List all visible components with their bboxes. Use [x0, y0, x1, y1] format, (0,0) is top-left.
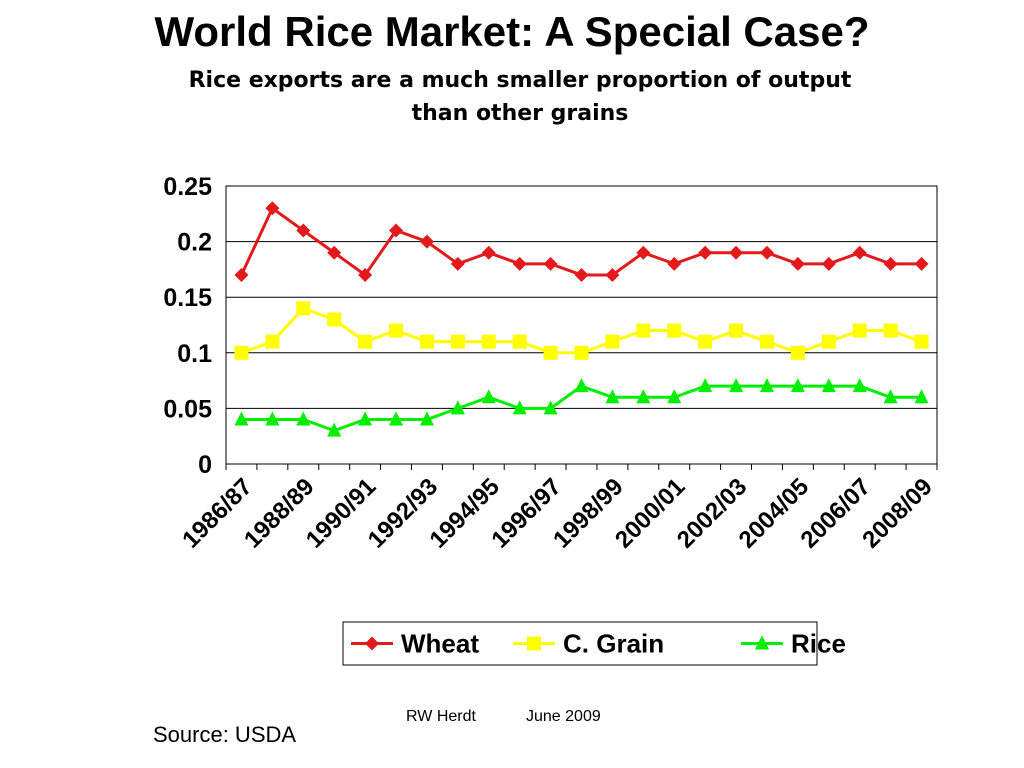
- rice-point: [852, 378, 867, 393]
- rice-point: [481, 389, 496, 404]
- rice-legend-point: [755, 635, 769, 650]
- wheat-point: [636, 245, 651, 260]
- wheat-point: [234, 267, 249, 282]
- rice-point: [636, 389, 651, 404]
- c-grain-legend-point: [527, 636, 541, 651]
- c-grain-legend-label: C. Grain: [563, 629, 664, 659]
- c-grain-point: [605, 334, 620, 349]
- c-grain-point: [296, 301, 311, 316]
- rice-point: [327, 422, 342, 437]
- wheat-legend-point: [365, 636, 379, 651]
- wheat-point: [265, 201, 280, 216]
- rice-point: [512, 400, 527, 415]
- c-grain-point: [790, 345, 805, 360]
- wheat-point: [914, 256, 929, 271]
- plot-area-frame: [225, 185, 938, 465]
- rice-point: [265, 411, 280, 426]
- c-grain-point: [667, 323, 682, 338]
- line-chart: 00.050.10.150.20.251986/871988/891990/91…: [163, 173, 938, 666]
- c-grain-point: [327, 312, 342, 327]
- wheat-point: [883, 256, 898, 271]
- c-grain-point: [389, 323, 404, 338]
- slide-subtitle: Rice exports are a much smaller proporti…: [188, 68, 852, 126]
- rice-point: [883, 389, 898, 404]
- wheat-point: [543, 256, 558, 271]
- wheat-point: [358, 267, 373, 282]
- c-grain-point: [821, 334, 836, 349]
- c-grain-point: [481, 334, 496, 349]
- wheat-point: [667, 256, 682, 271]
- wheat-point: [419, 234, 434, 249]
- rice-point: [450, 400, 465, 415]
- x-tick-label: 2008/09: [857, 473, 937, 553]
- wheat-point: [327, 245, 342, 260]
- c-grain-point: [358, 334, 373, 349]
- wheat-point: [821, 256, 836, 271]
- wheat-point: [574, 267, 589, 282]
- y-tick-label: 0.25: [163, 173, 212, 201]
- y-tick-label: 0.1: [177, 340, 212, 368]
- rice-point: [729, 378, 744, 393]
- rice-point: [759, 378, 774, 393]
- wheat-point: [852, 245, 867, 260]
- wheat-legend-label: Wheat: [401, 629, 479, 659]
- c-grain-point: [759, 334, 774, 349]
- c-grain-point: [512, 334, 527, 349]
- c-grain-point: [450, 334, 465, 349]
- c-grain-point: [729, 323, 744, 338]
- rice-point: [605, 389, 620, 404]
- y-tick-label: 0.2: [177, 229, 212, 257]
- c-grain-point: [574, 345, 589, 360]
- c-grain-point: [234, 345, 249, 360]
- y-tick-label: 0.05: [163, 395, 212, 423]
- wheat-point: [481, 245, 496, 260]
- rice-point: [698, 378, 713, 393]
- rice-point: [543, 400, 558, 415]
- rice-point: [574, 378, 589, 393]
- c-grain-point: [883, 323, 898, 338]
- y-tick-label: 0: [198, 451, 212, 479]
- wheat-point: [450, 256, 465, 271]
- wheat-point: [296, 223, 311, 238]
- rice-point: [389, 411, 404, 426]
- rice-point: [790, 378, 805, 393]
- rice-point: [667, 389, 682, 404]
- rice-point: [419, 411, 434, 426]
- wheat-point: [389, 223, 404, 238]
- wheat-point: [729, 245, 744, 260]
- c-grain-point: [852, 323, 867, 338]
- date-note: June 2009: [526, 708, 601, 725]
- c-grain-point: [698, 334, 713, 349]
- wheat-point: [790, 256, 805, 271]
- wheat-point: [759, 245, 774, 260]
- rice-point: [914, 389, 929, 404]
- author-note: RW Herdt: [406, 708, 476, 725]
- legend-box: [342, 621, 818, 666]
- wheat-point: [512, 256, 527, 271]
- slide-title: World Rice Market: A Special Case?: [154, 8, 870, 55]
- rice-point: [296, 411, 311, 426]
- c-grain-point: [265, 334, 280, 349]
- wheat-point: [698, 245, 713, 260]
- source-note: Source: USDA: [153, 722, 297, 747]
- rice-point: [821, 378, 836, 393]
- y-tick-label: 0.15: [163, 284, 212, 312]
- rice-point: [234, 411, 249, 426]
- c-grain-point: [543, 345, 558, 360]
- rice-point: [358, 411, 373, 426]
- rice-legend-label: Rice: [791, 629, 846, 659]
- c-grain-point: [914, 334, 929, 349]
- wheat-point: [605, 267, 620, 282]
- c-grain-point: [636, 323, 651, 338]
- c-grain-point: [419, 334, 434, 349]
